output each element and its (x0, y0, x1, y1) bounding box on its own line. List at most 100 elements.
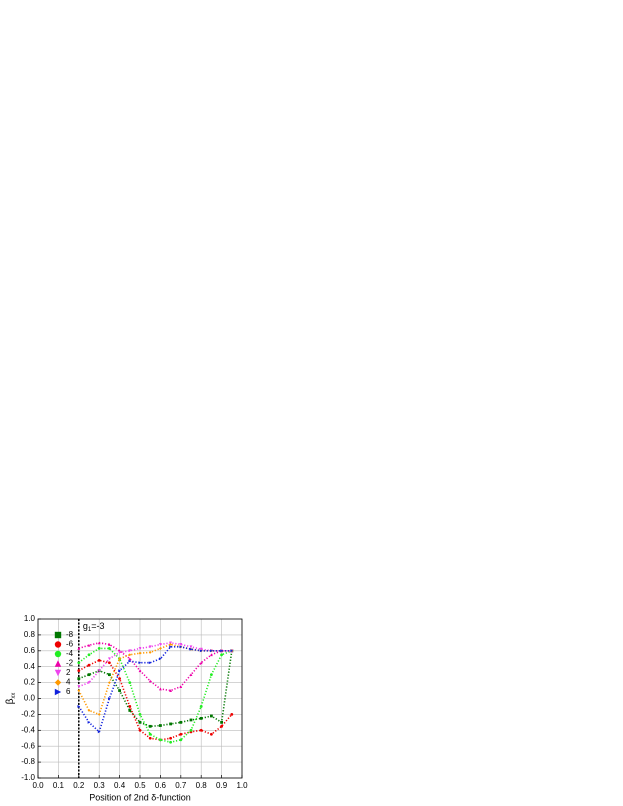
legend-label: -6 (66, 640, 74, 649)
series-dots (78, 643, 232, 716)
point (169, 641, 172, 645)
y-tick-label: 1.0 (24, 614, 36, 623)
series-dots (78, 650, 233, 728)
point (138, 647, 142, 650)
point (189, 728, 193, 732)
annotation-main: g (83, 621, 88, 631)
point (118, 689, 121, 692)
point (97, 647, 101, 650)
y-tick-label: 0.6 (24, 646, 36, 655)
point (128, 705, 132, 708)
point (77, 689, 81, 692)
point (138, 651, 142, 655)
point (230, 713, 234, 716)
point (159, 724, 162, 727)
series-dots (78, 647, 233, 744)
y-tick-label: -0.4 (21, 725, 35, 734)
legend-marker (54, 669, 62, 677)
point (128, 657, 132, 661)
point (128, 681, 132, 684)
point (138, 720, 142, 724)
point (77, 647, 81, 650)
point (159, 647, 162, 650)
point (199, 705, 203, 708)
point (210, 714, 213, 718)
point (77, 685, 81, 688)
point (108, 681, 111, 684)
point (220, 724, 224, 728)
point (148, 732, 152, 736)
point (199, 716, 203, 720)
x-axis-label: Position of 2nd δ-function (89, 792, 191, 802)
point (169, 736, 173, 740)
point (210, 732, 213, 736)
series-dots (78, 642, 232, 688)
y-tick-label: 0.2 (24, 678, 36, 687)
x-tick-label: 0.1 (53, 781, 65, 790)
point (77, 669, 81, 673)
y-tick-label: -0.2 (21, 710, 35, 719)
x-tick-label: 0.8 (196, 781, 208, 790)
point (199, 647, 203, 651)
legend-marker (54, 631, 62, 639)
point (138, 728, 142, 732)
y-axis-label: βxx (5, 693, 17, 705)
annotation: g1=-3 (83, 621, 105, 632)
point (179, 738, 183, 742)
x-tick-label: 0.4 (114, 781, 126, 790)
point (199, 649, 203, 653)
point (210, 673, 213, 677)
legend-marker (54, 688, 62, 696)
x-tick-label: 0.3 (94, 781, 106, 790)
x-tick-label: 0.0 (32, 781, 44, 790)
point (77, 661, 81, 665)
point (87, 663, 91, 667)
y-label-main: β (5, 698, 16, 704)
y-tick-label: 0.4 (24, 662, 36, 671)
legend-marker (54, 650, 62, 658)
annotation-sub: 1 (88, 627, 92, 633)
point (148, 661, 152, 665)
point (87, 720, 91, 724)
point (118, 657, 121, 661)
plot-frame (37, 618, 243, 779)
point (148, 650, 152, 654)
point (128, 653, 132, 657)
point (87, 673, 91, 677)
point (97, 730, 101, 734)
x-tick-label: 0.5 (134, 781, 146, 790)
point (159, 738, 162, 742)
point (189, 673, 193, 677)
point (148, 724, 152, 728)
x-tick-label: 1.0 (236, 781, 248, 790)
point (87, 653, 91, 657)
point (87, 709, 91, 712)
y-tick-label: 0.8 (24, 630, 36, 639)
point (189, 647, 193, 651)
point (210, 653, 213, 657)
point (108, 673, 111, 677)
legend-label: -2 (66, 659, 74, 668)
legend-marker (54, 679, 62, 686)
legend-marker (54, 660, 62, 667)
point (220, 653, 224, 657)
point (148, 645, 152, 649)
point (199, 728, 203, 732)
point (148, 736, 152, 740)
point (220, 649, 223, 653)
point (97, 669, 101, 673)
point (159, 687, 162, 691)
series-dots (78, 642, 232, 692)
legend-label: 2 (66, 668, 71, 677)
point (128, 709, 132, 712)
point (169, 722, 172, 726)
y-tick-label: -1.0 (21, 773, 35, 782)
legend-marker (54, 641, 62, 648)
point (118, 677, 121, 681)
point (179, 720, 183, 724)
point (179, 643, 183, 646)
point (108, 661, 111, 665)
point (210, 649, 213, 653)
point (97, 658, 101, 662)
